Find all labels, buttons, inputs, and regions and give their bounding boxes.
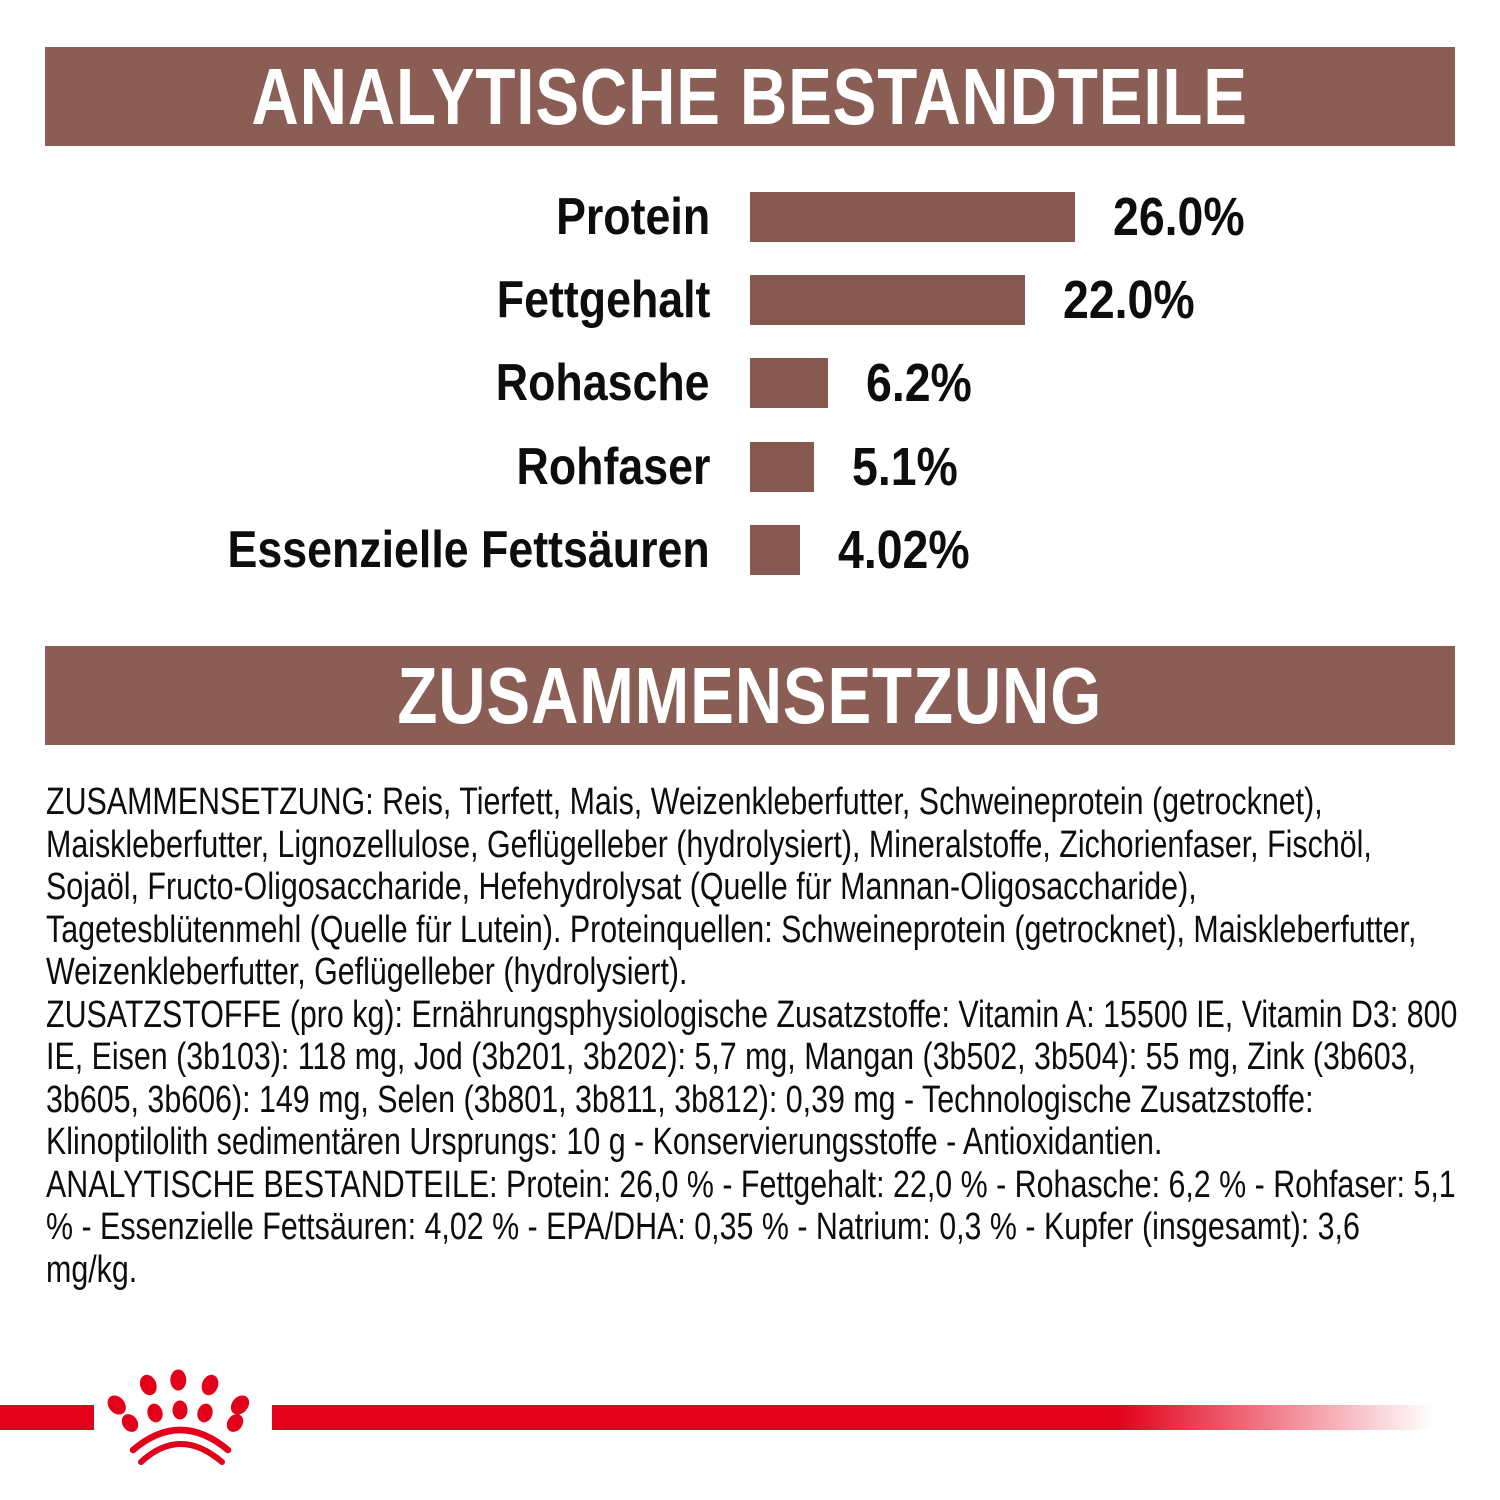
chart-value-label-text: 6.2% xyxy=(865,353,972,414)
ingredients-text-block: ZUSAMMENSETZUNG: Reis, Tierfett, Mais, W… xyxy=(46,781,1458,1291)
chart-row: Fettgehalt 22.0% xyxy=(0,258,1500,341)
chart-bar xyxy=(750,275,1025,326)
analytical-constituents-title: ANALYTISCHE BESTANDTEILE xyxy=(251,51,1249,141)
chart-category-label-text: Rohfaser xyxy=(516,437,710,496)
chart-value-label: 5.1% xyxy=(852,440,975,494)
chart-value-label-text: 4.02% xyxy=(838,520,970,581)
royal-canin-crown-icon xyxy=(107,1369,250,1465)
chart-row: Essenzielle Fettsäuren 4.02% xyxy=(0,509,1500,592)
chart-category-label-text: Protein xyxy=(555,187,710,246)
chart-value-label-text: 26.0% xyxy=(1113,186,1245,247)
chart-value-label: 6.2% xyxy=(866,356,989,410)
chart-category-label: Essenzielle Fettsäuren xyxy=(0,524,710,576)
red-band-left xyxy=(0,1405,94,1430)
paragraph-additives: ZUSATZSTOFFE (pro kg): Ernährungsphysiol… xyxy=(46,993,1458,1164)
chart-bar xyxy=(750,441,814,492)
chart-row: Rohasche 6.2% xyxy=(0,342,1500,425)
chart-value-label: 26.0% xyxy=(1113,190,1266,244)
chart-category-label: Protein xyxy=(0,191,710,243)
composition-header: ZUSAMMENSETZUNG xyxy=(45,646,1455,745)
composition-title: ZUSAMMENSETZUNG xyxy=(397,650,1103,740)
chart-category-label-text: Rohasche xyxy=(496,354,710,413)
chart-value-label-text: 5.1% xyxy=(851,436,958,497)
paragraph-analytical-constituents: ANALYTISCHE BESTANDTEILE: Protein: 26,0 … xyxy=(46,1163,1456,1291)
chart-category-label: Rohasche xyxy=(0,357,710,409)
chart-bar xyxy=(750,191,1075,242)
chart-category-label: Fettgehalt xyxy=(0,274,710,326)
paragraph-composition: ZUSAMMENSETZUNG: Reis, Tierfett, Mais, W… xyxy=(46,781,1417,993)
chart-value-label: 22.0% xyxy=(1063,273,1216,327)
analytical-constituents-chart: Protein 26.0% Fettgehalt 22.0% Rohasche 6.2% R… xyxy=(0,175,1500,592)
chart-row: Rohfaser 5.1% xyxy=(0,425,1500,508)
chart-value-label-text: 22.0% xyxy=(1063,270,1195,331)
chart-category-label: Rohfaser xyxy=(0,441,710,493)
chart-bar xyxy=(750,358,828,409)
chart-bar xyxy=(750,525,801,576)
chart-category-label-text: Essenzielle Fettsäuren xyxy=(227,521,710,580)
chart-row: Protein 26.0% xyxy=(0,175,1500,258)
chart-value-label: 4.02% xyxy=(838,523,991,577)
chart-category-label-text: Fettgehalt xyxy=(496,271,710,330)
analytical-constituents-header: ANALYTISCHE BESTANDTEILE xyxy=(45,47,1455,146)
red-band-right xyxy=(272,1405,1444,1430)
